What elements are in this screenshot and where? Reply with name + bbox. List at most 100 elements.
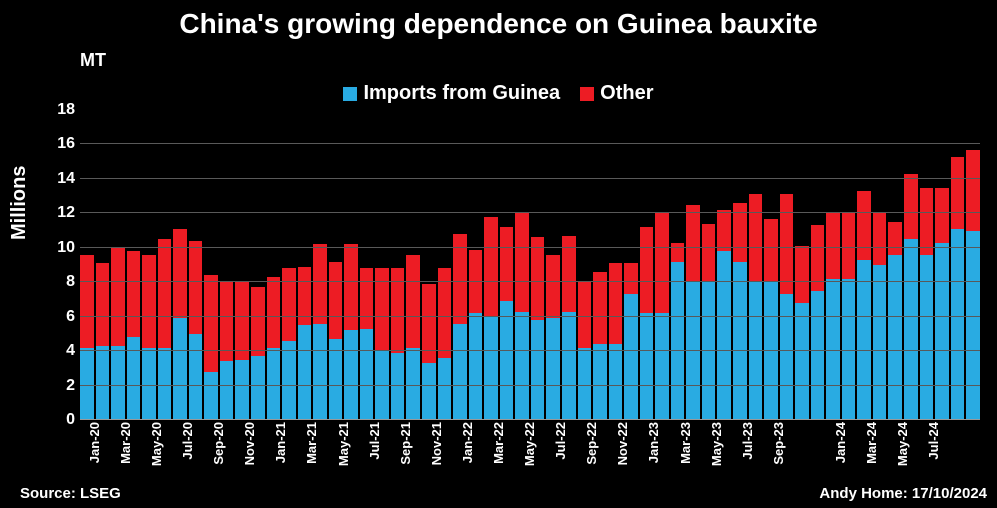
gridline bbox=[80, 247, 980, 248]
bar-stack bbox=[640, 110, 654, 420]
bar-segment-guinea bbox=[360, 329, 374, 420]
x-tick-slot bbox=[375, 422, 389, 482]
bar-stack bbox=[935, 110, 949, 420]
y-tick-label: 14 bbox=[35, 170, 75, 188]
x-tick-slot: May-23 bbox=[702, 422, 716, 482]
x-tick-slot bbox=[780, 422, 794, 482]
x-tick-slot: Mar-22 bbox=[484, 422, 498, 482]
bar-segment-other bbox=[857, 191, 871, 260]
x-tick-slot bbox=[220, 422, 234, 482]
bar-stack bbox=[375, 110, 389, 420]
bar-stack bbox=[764, 110, 778, 420]
legend-label-guinea: Imports from Guinea bbox=[363, 82, 560, 105]
bar-segment-other bbox=[313, 244, 327, 323]
bar-segment-other bbox=[267, 277, 281, 348]
x-tick-slot bbox=[686, 422, 700, 482]
x-tick-slot: May-22 bbox=[515, 422, 529, 482]
x-tick-slot: Jan-23 bbox=[640, 422, 654, 482]
x-tick-slot: Mar-20 bbox=[111, 422, 125, 482]
bar-stack bbox=[671, 110, 685, 420]
bar-stack bbox=[235, 110, 249, 420]
x-tick-slot bbox=[951, 422, 965, 482]
legend-item-other: Other bbox=[580, 82, 653, 105]
bar-stack bbox=[826, 110, 840, 420]
bar-stack bbox=[96, 110, 110, 420]
x-tick-slot: Jul-23 bbox=[733, 422, 747, 482]
bar-segment-other bbox=[764, 219, 778, 281]
bar-segment-other bbox=[624, 263, 638, 294]
legend: Imports from Guinea Other bbox=[0, 82, 997, 105]
bar-segment-guinea bbox=[951, 229, 965, 420]
bar-segment-guinea bbox=[453, 324, 467, 420]
x-tick-slot: Mar-24 bbox=[857, 422, 871, 482]
x-tick-slot: May-21 bbox=[329, 422, 343, 482]
bar-stack bbox=[593, 110, 607, 420]
bar-stack bbox=[142, 110, 156, 420]
x-tick-slot: Nov-21 bbox=[422, 422, 436, 482]
bar-stack bbox=[360, 110, 374, 420]
bar-stack bbox=[733, 110, 747, 420]
bar-segment-other bbox=[142, 255, 156, 348]
x-tick-slot bbox=[282, 422, 296, 482]
bar-segment-guinea bbox=[655, 313, 669, 420]
legend-item-guinea: Imports from Guinea bbox=[343, 82, 560, 105]
bar-stack bbox=[857, 110, 871, 420]
bar-segment-guinea bbox=[966, 231, 980, 420]
bar-segment-other bbox=[795, 246, 809, 303]
x-tick-slot: May-24 bbox=[888, 422, 902, 482]
bar-segment-guinea bbox=[375, 351, 389, 420]
legend-label-other: Other bbox=[600, 82, 653, 105]
bar-stack bbox=[391, 110, 405, 420]
credit-text: Andy Home: 17/10/2024 bbox=[819, 485, 987, 502]
bar-segment-guinea bbox=[562, 312, 576, 421]
bar-stack bbox=[158, 110, 172, 420]
bar-stack bbox=[702, 110, 716, 420]
bar-segment-other bbox=[500, 227, 514, 301]
bar-segment-guinea bbox=[935, 243, 949, 420]
bar-stack bbox=[251, 110, 265, 420]
x-tick-slot bbox=[500, 422, 514, 482]
x-tick-slot: Sep-23 bbox=[764, 422, 778, 482]
x-tick-slot: May-20 bbox=[142, 422, 156, 482]
bar-stack bbox=[127, 110, 141, 420]
bar-stack bbox=[888, 110, 902, 420]
x-tick-slot: Mar-21 bbox=[298, 422, 312, 482]
bar-segment-other bbox=[531, 237, 545, 320]
bar-segment-other bbox=[204, 275, 218, 371]
bar-stack bbox=[795, 110, 809, 420]
bar-segment-other bbox=[158, 239, 172, 348]
y-tick-label: 18 bbox=[35, 101, 75, 119]
bar-stack bbox=[298, 110, 312, 420]
x-axis-labels: Jan-20Mar-20May-20Jul-20Sep-20Nov-20Jan-… bbox=[80, 422, 980, 482]
bar-segment-other bbox=[717, 210, 731, 251]
bar-stack bbox=[951, 110, 965, 420]
bar-segment-guinea bbox=[920, 255, 934, 420]
gridline bbox=[80, 281, 980, 282]
bar-segment-guinea bbox=[546, 318, 560, 420]
x-tick-slot: Nov-22 bbox=[609, 422, 623, 482]
bar-segment-guinea bbox=[888, 255, 902, 420]
bar-stack bbox=[515, 110, 529, 420]
bar-stack bbox=[873, 110, 887, 420]
bar-segment-other bbox=[80, 255, 94, 348]
gridline bbox=[80, 178, 980, 179]
x-tick-slot bbox=[158, 422, 172, 482]
x-tick-slot: Jan-22 bbox=[453, 422, 467, 482]
x-tick-slot bbox=[251, 422, 265, 482]
x-tick-slot: Nov-20 bbox=[235, 422, 249, 482]
bar-segment-guinea bbox=[235, 360, 249, 420]
chart-title: China's growing dependence on Guinea bau… bbox=[0, 8, 997, 40]
bar-segment-guinea bbox=[313, 324, 327, 420]
bar-stack bbox=[111, 110, 125, 420]
y-tick-label: 2 bbox=[35, 377, 75, 395]
bar-stack bbox=[422, 110, 436, 420]
bar-segment-other bbox=[406, 255, 420, 348]
bar-segment-other bbox=[609, 263, 623, 344]
bar-segment-other bbox=[422, 284, 436, 363]
bar-segment-other bbox=[826, 212, 840, 279]
bar-stack bbox=[204, 110, 218, 420]
x-tick-slot bbox=[593, 422, 607, 482]
bar-segment-guinea bbox=[780, 294, 794, 420]
bar-stack bbox=[811, 110, 825, 420]
bar-segment-other bbox=[360, 268, 374, 328]
